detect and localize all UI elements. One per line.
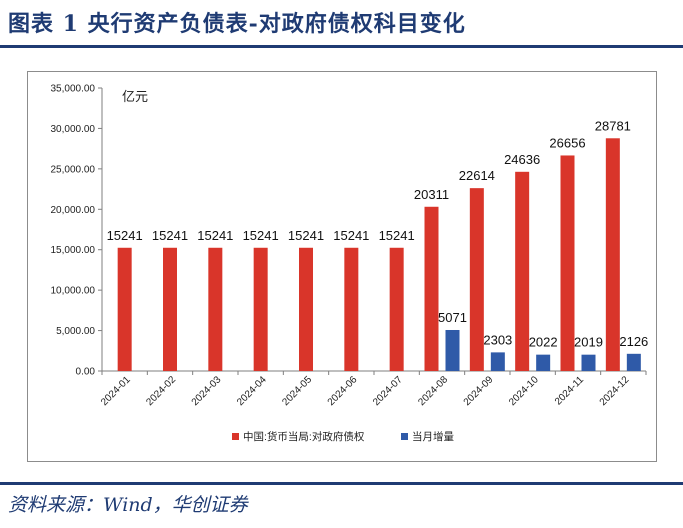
x-tick-label: 2024-04	[235, 374, 269, 408]
y-tick-label: 0.00	[76, 367, 96, 378]
legend-label-series-1: 中国:货币当局:对政府债权	[243, 430, 365, 443]
data-label-series-1: 15241	[288, 228, 324, 243]
y-tick-label: 25,000.00	[51, 164, 96, 175]
bar-series-1	[469, 188, 484, 371]
data-label-series-1: 28781	[595, 118, 631, 133]
bar-series-2	[626, 353, 641, 371]
bars	[117, 138, 641, 371]
bar-series-1	[344, 247, 359, 371]
data-label-series-1: 15241	[379, 228, 415, 243]
x-tick-label: 2024-05	[280, 374, 314, 408]
data-label-series-1: 26656	[549, 135, 585, 150]
y-tick-label: 20,000.00	[51, 205, 96, 216]
bar-series-2	[490, 352, 505, 371]
bar-series-1	[605, 138, 620, 371]
x-tick-label: 2024-10	[507, 374, 541, 408]
y-tick-label: 5,000.00	[56, 326, 95, 337]
title-divider	[0, 45, 683, 48]
bar-series-1	[253, 247, 268, 371]
x-tick-label: 2024-06	[326, 374, 360, 408]
bar-series-2	[536, 354, 551, 371]
bar-series-1	[515, 171, 530, 371]
data-label-series-1: 15241	[107, 228, 143, 243]
bar-series-1	[424, 206, 439, 371]
data-label-series-2: 2126	[619, 334, 648, 349]
data-label-series-1: 22614	[459, 168, 495, 183]
data-label-series-1: 24636	[504, 152, 540, 167]
bar-series-1	[560, 155, 575, 371]
x-tick-label: 2024-01	[99, 374, 133, 408]
y-axis: 0.00 5,000.00 10,000.00 15,000.00 20,000.00 2…	[51, 84, 103, 378]
x-tick-label: 2024-09	[462, 374, 496, 408]
x-tick-label: 2024-03	[190, 374, 224, 408]
source-note: 资料来源：Wind，华创证券	[8, 494, 248, 516]
bar-series-2	[445, 329, 460, 371]
y-tick-label: 35,000.00	[51, 84, 96, 95]
x-tick-label: 2024-02	[144, 374, 178, 408]
data-label-series-2: 5071	[438, 310, 467, 325]
legend-label-series-2: 当月增量	[412, 430, 454, 443]
x-tick-label: 2024-08	[416, 374, 450, 408]
data-label-series-1: 15241	[243, 228, 279, 243]
footer-divider	[0, 482, 683, 485]
bar-series-2	[581, 354, 596, 371]
legend: 中国:货币当局:对政府债权 当月增量	[232, 430, 454, 443]
bar-series-1	[208, 247, 223, 371]
figure-title: 图表 1 央行资产负债表-对政府债权科目变化	[8, 11, 466, 37]
legend-swatch-series-1	[232, 433, 239, 440]
data-label-series-2: 2022	[529, 335, 558, 350]
bar-series-1	[299, 247, 313, 371]
bar-series-1	[163, 247, 177, 371]
x-tick-label: 2024-07	[371, 374, 405, 408]
bar-series-1	[117, 247, 132, 371]
y-tick-label: 10,000.00	[51, 286, 96, 297]
y-tick-label: 15,000.00	[51, 245, 96, 256]
data-label-series-2: 2303	[483, 332, 512, 347]
legend-swatch-series-2	[401, 433, 408, 440]
x-tick-label: 2024-12	[598, 374, 632, 408]
data-label-series-1: 20311	[414, 187, 449, 202]
chart-frame	[27, 71, 657, 462]
data-label-series-1: 15241	[152, 228, 188, 243]
x-tick-label: 2024-11	[553, 374, 587, 408]
data-label-series-1: 15241	[197, 228, 233, 243]
y-tick-label: 30,000.00	[51, 124, 96, 135]
data-label-series-1: 15241	[333, 228, 369, 243]
x-axis: 2024-01 2024-02 2024-03 2024-04 2024-05 2024-…	[99, 370, 647, 408]
y-axis-unit-label: 亿元	[122, 89, 148, 104]
bar-series-1	[389, 247, 404, 371]
data-label-series-2: 2019	[574, 335, 603, 350]
data-labels: 15241 15241 15241 15241 15241 15241 15241 20311…	[107, 118, 649, 349]
